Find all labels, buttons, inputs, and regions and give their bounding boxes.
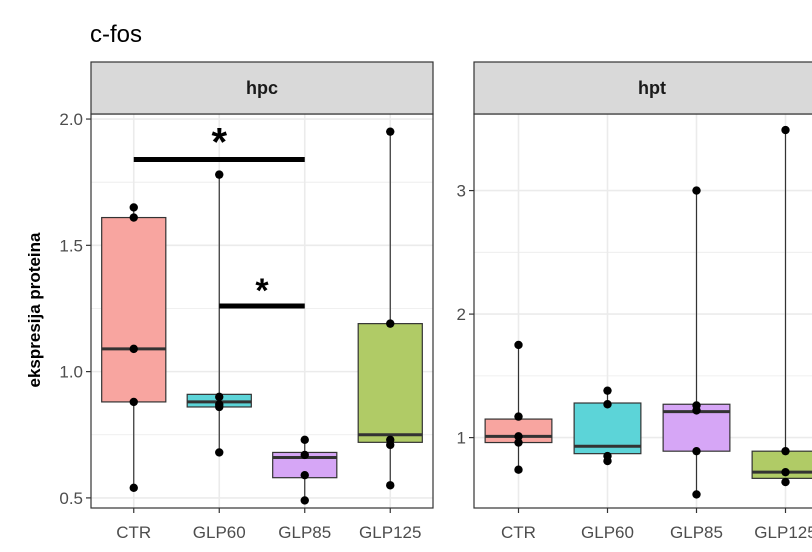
data-point-GLP125 (386, 127, 395, 136)
y-tick-label: 3 (457, 182, 466, 201)
panel-hpt: hpt 1 2 3 CTR GLP60 GLP85 GLP125 (457, 61, 812, 542)
x-tick-label: GLP125 (754, 523, 812, 542)
data-point-GLP60 (603, 451, 612, 461)
y-axis-label: ekspresija proteina (25, 232, 44, 388)
facet-strip (473, 61, 812, 115)
data-point-CTR (129, 397, 138, 407)
data-point-GLP85 (300, 450, 309, 460)
data-point-GLP60 (215, 448, 224, 457)
data-point-CTR (514, 438, 523, 447)
x-tick-label: GLP85 (670, 523, 723, 542)
data-point-CTR (514, 465, 523, 474)
x-tick-label: CTR (501, 523, 536, 542)
data-point-CTR (129, 344, 138, 354)
data-point-CTR (514, 412, 523, 421)
data-point-GLP60 (603, 400, 612, 409)
data-point-GLP125 (386, 481, 395, 490)
data-point-GLP60 (215, 170, 224, 179)
data-point-GLP125 (781, 446, 790, 456)
y-tick-label: 2 (457, 305, 466, 324)
panels: * * hpc 0.5 1.0 1.5 2.0 CTR GLP60 GLP85 GLP125 hpt 1… (59, 61, 812, 542)
x-tick-label: GLP60 (193, 523, 246, 542)
data-point-GLP85 (692, 401, 701, 410)
data-point-GLP60 (215, 400, 224, 409)
plot-background (474, 114, 812, 508)
x-tick-label: GLP125 (359, 523, 421, 542)
facet-strip-label: hpt (638, 78, 666, 98)
x-tick-label: CTR (116, 523, 151, 542)
data-point-GLP125 (386, 435, 395, 445)
y-tick-label: 1.5 (59, 236, 83, 255)
data-point-CTR (129, 213, 138, 222)
data-point-GLP85 (692, 446, 701, 456)
data-point-GLP85 (692, 186, 701, 195)
data-point-CTR (514, 432, 523, 441)
data-point-CTR (129, 203, 138, 212)
data-point-GLP60 (603, 386, 612, 395)
data-point-CTR (514, 340, 523, 350)
data-point-GLP85 (300, 470, 309, 480)
data-point-GLP85 (300, 496, 309, 505)
data-point-GLP85 (692, 490, 701, 499)
y-tick-label: 0.5 (59, 489, 83, 508)
facet-strip-label: hpc (246, 78, 278, 98)
panel-hpc: * * hpc 0.5 1.0 1.5 2.0 CTR GLP60 GLP85 GLP125 (59, 61, 434, 542)
figure-title: c-fos (90, 21, 142, 48)
data-point-GLP125 (781, 467, 790, 477)
y-tick-label: 2.0 (59, 110, 83, 129)
y-tick-label: 1.0 (59, 363, 83, 382)
x-tick-label: GLP85 (278, 523, 331, 542)
data-point-GLP125 (386, 319, 395, 328)
data-point-GLP85 (300, 435, 309, 445)
y-tick-label: 1 (457, 429, 466, 448)
facet-strip (90, 61, 434, 115)
significance-label: * (211, 120, 227, 164)
significance-label: * (255, 272, 269, 310)
data-point-GLP60 (215, 392, 224, 402)
data-point-CTR (129, 483, 138, 492)
data-point-GLP125 (781, 125, 790, 135)
x-tick-label: GLP60 (581, 523, 634, 542)
box-GLP125 (357, 323, 423, 443)
box-CTR (101, 216, 167, 403)
data-point-GLP125 (781, 477, 790, 487)
